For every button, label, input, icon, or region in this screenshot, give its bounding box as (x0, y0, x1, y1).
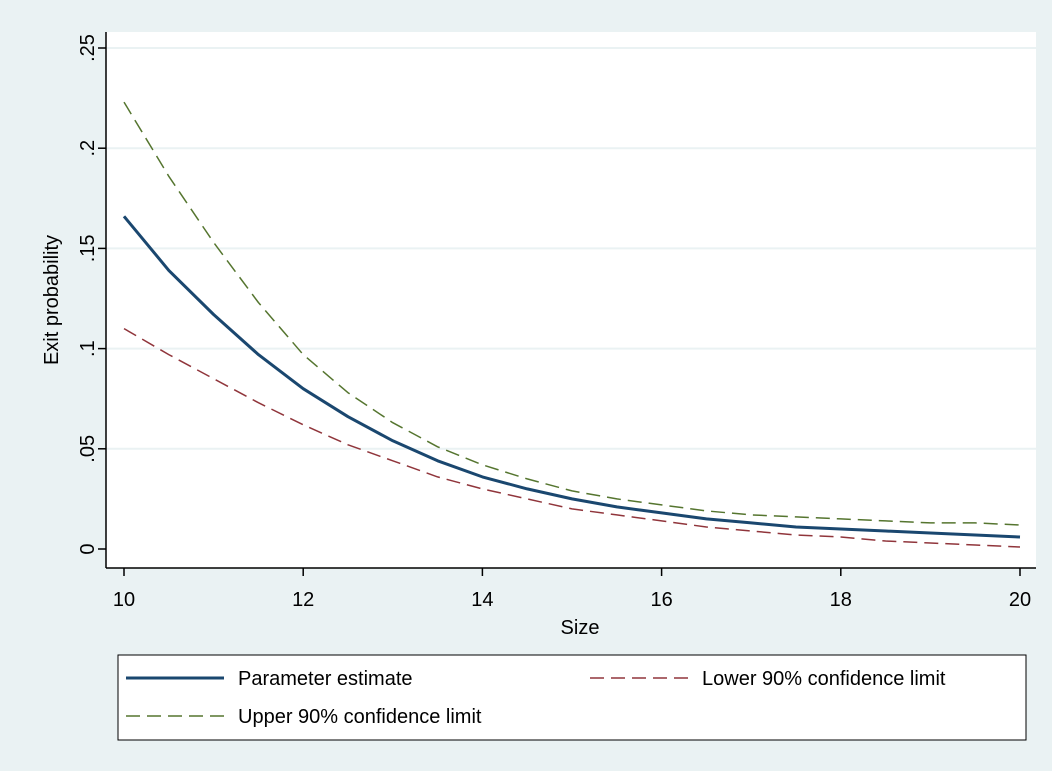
x-tick-label: 10 (113, 589, 135, 611)
legend-label-2: Upper 90% confidence limit (238, 706, 482, 728)
plot-region (106, 32, 1036, 568)
legend-box (117, 654, 1027, 741)
x-axis-ticks: 10 12 14 16 18 20 (113, 568, 1031, 611)
grid-lines (106, 47, 1036, 450)
series-line-0 (122, 215, 1021, 539)
x-axis-title: Size (561, 617, 600, 639)
axes (105, 32, 1036, 569)
y-axis-ticks: 0 .05 .1 .15 .2 .25 (77, 34, 106, 555)
y-tick-label: .05 (77, 435, 99, 463)
x-tick-label: 18 (830, 589, 852, 611)
series-line-2 (123, 101, 1021, 526)
y-tick-label: .1 (77, 340, 99, 357)
y-axis-title: Exit probability (41, 235, 63, 365)
x-tick-label: 16 (650, 589, 672, 611)
x-tick-label: 14 (471, 589, 493, 611)
series-line-1 (123, 327, 1021, 548)
legend-label-0: Parameter estimate (238, 668, 413, 690)
y-tick-label: .2 (77, 140, 99, 157)
y-tick-label: .15 (77, 234, 99, 262)
x-tick-label: 20 (1009, 589, 1031, 611)
series-lines (122, 101, 1021, 548)
legend-label-1: Lower 90% confidence limit (702, 668, 946, 690)
legend: Parameter estimate Lower 90% confidence l… (117, 654, 1027, 741)
y-tick-label: .25 (77, 34, 99, 62)
y-tick-label: 0 (77, 543, 99, 554)
x-tick-label: 12 (292, 589, 314, 611)
